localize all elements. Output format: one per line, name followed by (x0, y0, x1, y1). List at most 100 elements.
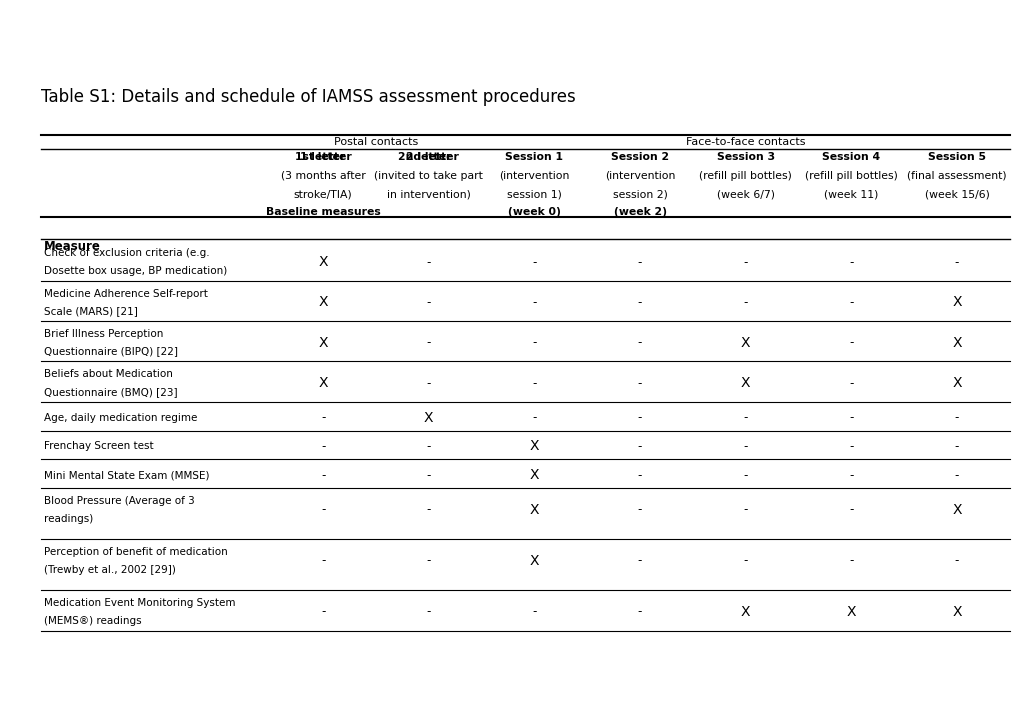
Text: -: - (321, 554, 325, 567)
Text: Check of exclusion criteria (e.g.: Check of exclusion criteria (e.g. (44, 248, 209, 258)
Text: Blood Pressure (Average of 3: Blood Pressure (Average of 3 (44, 496, 195, 506)
Text: -: - (848, 411, 853, 424)
Text: -: - (954, 554, 958, 567)
Text: -: - (637, 296, 642, 309)
Text: X: X (318, 255, 327, 269)
Text: -: - (743, 256, 747, 269)
Text: -: - (426, 503, 431, 516)
Text: (final assessment): (final assessment) (906, 171, 1006, 181)
Text: X: X (318, 376, 327, 390)
Text: -: - (321, 606, 325, 618)
Text: -: - (954, 411, 958, 424)
Text: -: - (426, 336, 431, 349)
Text: (intervention: (intervention (604, 171, 675, 181)
Text: X: X (740, 376, 750, 390)
Text: -: - (848, 377, 853, 390)
Text: X: X (952, 605, 961, 619)
Text: -: - (743, 296, 747, 309)
Text: -: - (848, 503, 853, 516)
Text: -: - (321, 440, 325, 453)
Text: -: - (848, 336, 853, 349)
Text: X: X (740, 336, 750, 350)
Text: -: - (637, 503, 642, 516)
Text: (invited to take part: (invited to take part (374, 171, 483, 181)
Text: -: - (637, 554, 642, 567)
Text: (3 months after: (3 months after (280, 171, 365, 181)
Text: (week 2): (week 2) (613, 207, 665, 217)
Text: X: X (952, 376, 961, 390)
Text: (week 6/7): (week 6/7) (716, 189, 774, 199)
Text: Dosette box usage, BP medication): Dosette box usage, BP medication) (44, 266, 227, 276)
Text: -: - (954, 469, 958, 482)
Text: -: - (532, 377, 536, 390)
Text: -: - (426, 469, 431, 482)
Text: -: - (532, 606, 536, 618)
Text: (Trewby et al., 2002 [29]): (Trewby et al., 2002 [29]) (44, 564, 175, 575)
Text: Frenchay Screen test: Frenchay Screen test (44, 441, 153, 451)
Text: Age, daily medication regime: Age, daily medication regime (44, 413, 197, 423)
Text: Beliefs about Medication: Beliefs about Medication (44, 369, 172, 379)
Text: -: - (426, 554, 431, 567)
Text: -: - (954, 256, 958, 269)
Text: -: - (532, 336, 536, 349)
Text: -: - (743, 554, 747, 567)
Text: (week 15/6): (week 15/6) (923, 189, 988, 199)
Text: Medicine Adherence Self-report: Medicine Adherence Self-report (44, 289, 208, 299)
Text: (MEMS®) readings: (MEMS®) readings (44, 616, 142, 626)
Text: (week 0): (week 0) (507, 207, 560, 217)
Text: -: - (848, 296, 853, 309)
Text: X: X (952, 336, 961, 350)
Text: -: - (637, 336, 642, 349)
Text: Perception of benefit of medication: Perception of benefit of medication (44, 547, 227, 557)
Text: stroke/TIA): stroke/TIA) (293, 189, 353, 199)
Text: -: - (848, 440, 853, 453)
Text: (intervention: (intervention (498, 171, 569, 181)
Text: -: - (848, 554, 853, 567)
Text: -: - (954, 440, 958, 453)
Text: 2 letter: 2 letter (406, 152, 451, 162)
Text: 1st letter: 1st letter (294, 152, 352, 162)
Text: (refill pill bottles): (refill pill bottles) (699, 171, 792, 181)
Text: (week 11): (week 11) (823, 189, 877, 199)
Text: -: - (426, 440, 431, 453)
Text: Baseline measures: Baseline measures (266, 207, 380, 217)
Text: X: X (529, 468, 539, 482)
Text: -: - (532, 411, 536, 424)
Text: X: X (424, 410, 433, 425)
Text: -: - (637, 469, 642, 482)
Text: -: - (743, 469, 747, 482)
Text: (refill pill bottles): (refill pill bottles) (804, 171, 897, 181)
Text: Measure: Measure (44, 240, 101, 253)
Text: Medication Event Monitoring System: Medication Event Monitoring System (44, 598, 235, 608)
Text: Session 1: Session 1 (504, 152, 562, 162)
Text: X: X (952, 295, 961, 310)
Text: X: X (846, 605, 855, 619)
Text: -: - (426, 606, 431, 618)
Text: Session 3: Session 3 (716, 152, 774, 162)
Text: X: X (952, 503, 961, 517)
Text: -: - (532, 256, 536, 269)
Text: -: - (637, 411, 642, 424)
Text: Session 2: Session 2 (610, 152, 668, 162)
Text: Questionnaire (BMQ) [23]: Questionnaire (BMQ) [23] (44, 387, 177, 397)
Text: Scale (MARS) [21]: Scale (MARS) [21] (44, 306, 138, 316)
Text: -: - (426, 377, 431, 390)
Text: Postal contacts: Postal contacts (333, 138, 418, 147)
Text: in intervention): in intervention) (386, 189, 470, 199)
Text: session 2): session 2) (612, 189, 666, 199)
Text: -: - (321, 411, 325, 424)
Text: Mini Mental State Exam (MMSE): Mini Mental State Exam (MMSE) (44, 470, 209, 480)
Text: -: - (532, 296, 536, 309)
Text: -: - (426, 296, 431, 309)
Text: -: - (743, 440, 747, 453)
Text: X: X (529, 554, 539, 568)
Text: Questionnaire (BIPQ) [22]: Questionnaire (BIPQ) [22] (44, 346, 177, 356)
Text: -: - (743, 411, 747, 424)
Text: -: - (848, 256, 853, 269)
Text: -: - (637, 606, 642, 618)
Text: 1 letter: 1 letter (301, 152, 345, 162)
Text: Session 4: Session 4 (821, 152, 879, 162)
Text: X: X (529, 439, 539, 454)
Text: -: - (637, 440, 642, 453)
Text: X: X (318, 336, 327, 350)
